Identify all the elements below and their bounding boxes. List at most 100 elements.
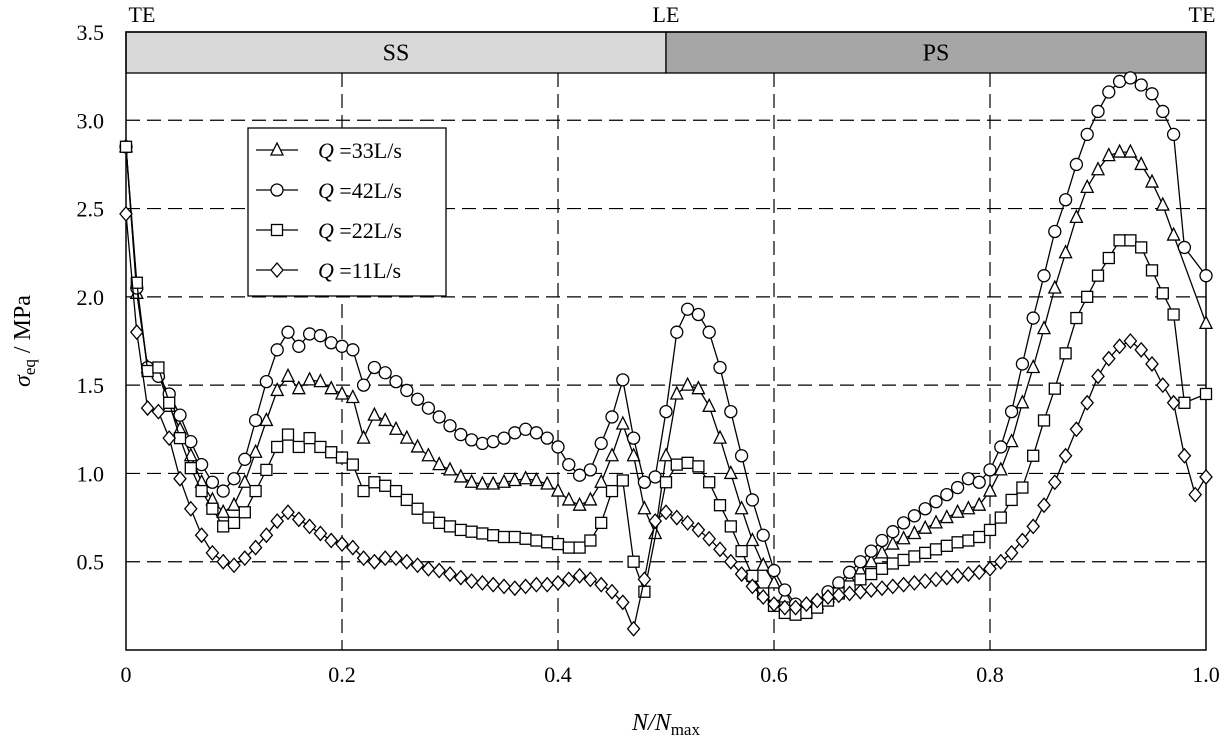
data-point-square bbox=[562, 541, 575, 554]
data-point-square bbox=[962, 534, 975, 547]
data-point-diamond bbox=[1091, 368, 1105, 385]
data-point-diamond bbox=[443, 566, 457, 583]
data-point-triangle bbox=[464, 473, 479, 488]
data-point-circle bbox=[173, 408, 187, 422]
data-point-diamond bbox=[486, 576, 501, 593]
data-point-diamond bbox=[842, 585, 857, 602]
data-point-diamond bbox=[140, 400, 155, 417]
series-line-circle bbox=[125, 77, 1207, 609]
data-point-triangle bbox=[399, 429, 414, 444]
data-point-diamond bbox=[464, 573, 479, 590]
data-point-triangle bbox=[540, 475, 555, 490]
data-point-circle bbox=[756, 528, 770, 542]
data-point-circle bbox=[378, 366, 392, 380]
data-point-diamond bbox=[270, 513, 285, 530]
data-point-triangle bbox=[507, 472, 522, 487]
data-point-square bbox=[616, 474, 629, 487]
data-point-square bbox=[433, 516, 446, 530]
data-point-diamond bbox=[821, 589, 835, 606]
data-point-square bbox=[595, 516, 608, 530]
data-point-circle bbox=[929, 495, 943, 509]
data-point-circle bbox=[745, 493, 760, 507]
data-point-square bbox=[1178, 396, 1191, 409]
data-point-square bbox=[1081, 290, 1094, 304]
data-point-triangle bbox=[550, 482, 566, 497]
data-point-square bbox=[703, 476, 716, 489]
data-point-diamond bbox=[561, 571, 576, 588]
data-point-diamond bbox=[864, 581, 879, 598]
data-point-square bbox=[389, 484, 403, 498]
data-point-circle bbox=[497, 431, 511, 445]
y-axis-label: σeq / MPa bbox=[10, 295, 39, 387]
data-point-circle bbox=[1199, 269, 1213, 283]
x-tick-label: 0.8 bbox=[976, 662, 1004, 687]
data-point-circle bbox=[410, 392, 425, 406]
band-ps bbox=[665, 31, 1207, 74]
y-tick-label: 0.5 bbox=[77, 550, 105, 575]
data-point-circle bbox=[875, 533, 889, 548]
data-point-circle bbox=[1166, 127, 1181, 142]
data-point-triangle bbox=[626, 447, 641, 462]
data-point-diamond bbox=[129, 324, 144, 341]
data-point-square bbox=[1124, 234, 1137, 247]
data-point-square bbox=[584, 534, 597, 547]
y-tick-label: 2.5 bbox=[77, 197, 105, 222]
data-point-diamond bbox=[302, 518, 317, 535]
data-point-circle bbox=[551, 440, 565, 454]
data-point-diamond bbox=[885, 578, 900, 595]
data-point-triangle bbox=[259, 412, 274, 427]
data-point-circle bbox=[983, 463, 997, 477]
surface-bands: SS PS bbox=[125, 31, 1207, 74]
legend: Q =33L/s Q =42L/s Q =22L/s Q =11L/s bbox=[247, 127, 447, 297]
data-point-diamond bbox=[162, 430, 177, 447]
data-point-diamond bbox=[205, 544, 220, 561]
data-point-triangle bbox=[334, 385, 350, 400]
data-point-diamond bbox=[1134, 341, 1149, 358]
data-point-square bbox=[303, 431, 316, 445]
data-point-square bbox=[443, 520, 457, 533]
data-point-triangle bbox=[1144, 173, 1160, 188]
data-point-diamond bbox=[324, 532, 339, 549]
data-point-diamond bbox=[551, 574, 565, 591]
data-point-triangle bbox=[1101, 147, 1116, 162]
data-point-circle bbox=[594, 436, 608, 451]
data-point-diamond bbox=[853, 583, 868, 600]
data-point-diamond bbox=[227, 557, 241, 574]
data-point-circle bbox=[896, 516, 911, 530]
data-point-triangle bbox=[1058, 244, 1073, 259]
data-point-diamond bbox=[1188, 486, 1203, 503]
data-point-diamond bbox=[1155, 377, 1170, 394]
data-point-square bbox=[1027, 449, 1040, 462]
data-point-circle bbox=[1048, 224, 1062, 239]
data-point-triangle bbox=[669, 385, 684, 400]
data-point-circle bbox=[637, 475, 652, 489]
data-point-diamond bbox=[907, 574, 922, 591]
data-point-triangle bbox=[939, 509, 954, 524]
data-point-diamond bbox=[475, 574, 490, 591]
data-point-circle bbox=[702, 325, 716, 339]
data-point-triangle bbox=[345, 389, 360, 404]
data-point-diamond bbox=[723, 553, 738, 570]
data-point-triangle bbox=[410, 438, 425, 453]
data-point-triangle bbox=[583, 491, 598, 506]
data-point-diamond bbox=[637, 571, 652, 588]
data-point-square bbox=[206, 502, 219, 515]
data-point-diamond bbox=[1004, 544, 1019, 561]
data-point-triangle bbox=[1166, 226, 1181, 241]
data-point-circle bbox=[724, 404, 738, 419]
data-point-diamond bbox=[399, 553, 414, 570]
data-point-triangle bbox=[874, 544, 890, 559]
data-point-triangle bbox=[907, 525, 922, 540]
data-point-diamond bbox=[1112, 338, 1127, 355]
data-point-circle bbox=[1156, 104, 1170, 119]
data-point-square bbox=[217, 520, 230, 533]
data-point-circle bbox=[648, 470, 662, 484]
data-point-triangle bbox=[421, 447, 436, 462]
data-point-diamond bbox=[421, 560, 436, 577]
data-point-circle bbox=[1123, 71, 1138, 85]
data-point-square bbox=[551, 537, 565, 551]
data-point-triangle bbox=[280, 367, 296, 382]
data-point-triangle bbox=[496, 473, 512, 488]
data-point-square bbox=[994, 511, 1007, 524]
